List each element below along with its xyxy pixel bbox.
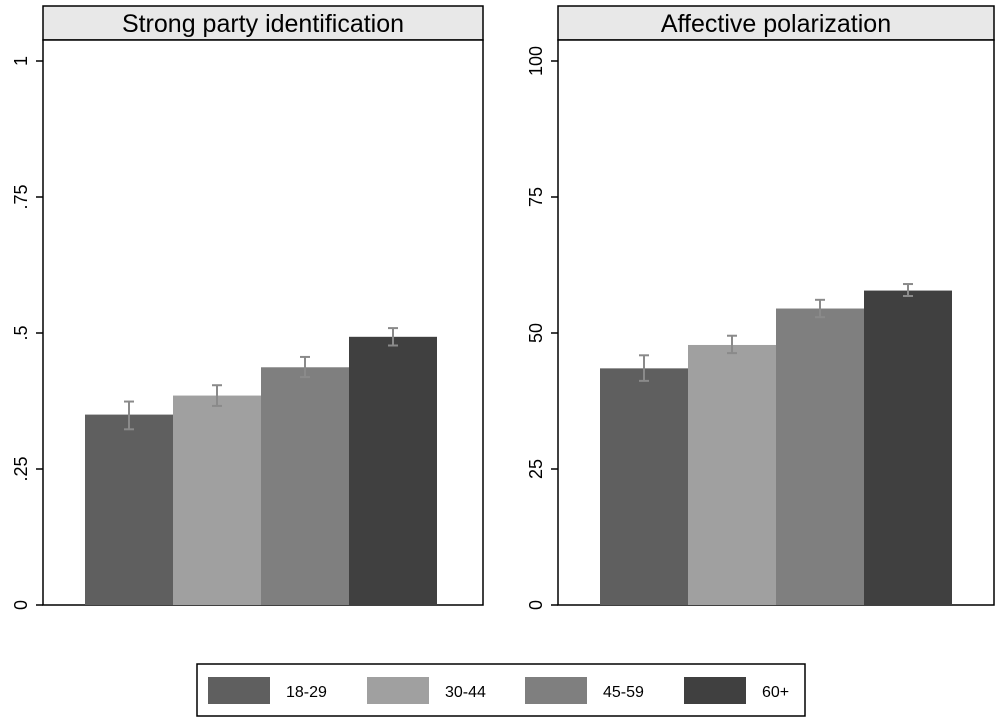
y-tick-label-left-3: .75 [11,184,31,209]
bars-right [600,283,952,605]
panel-affective-polarization: Affective polarization 0 25 50 75 100 [526,5,995,610]
y-tick-label-right-3: 75 [526,187,546,207]
legend-label-60+: 60+ [762,684,789,701]
y-axis-right: 0 25 50 75 100 [526,46,558,610]
panel-title-right: Affective polarization [661,10,891,38]
bar-right-45-59 [776,308,864,605]
y-tick-label-right-1: 25 [526,459,546,479]
panel-header-left [42,5,484,41]
bar-left-60+ [349,336,437,605]
y-tick-label-left-4: 1 [11,56,31,66]
bar-left-45-59 [261,367,349,605]
legend-swatch-45-59 [525,677,587,704]
y-tick-label-right-2: 50 [526,323,546,343]
legend-swatch-60+ [684,677,746,704]
panel-title-left: Strong party identification [122,10,404,38]
legend-swatch-30-44 [367,677,429,704]
bar-left-30-44 [173,395,261,605]
bar-left-18-29 [85,414,173,605]
bar-right-60+ [864,290,952,605]
y-tick-label-left-2: .5 [11,325,31,340]
legend-label-30-44: 30-44 [445,684,486,701]
legend-items: 18-29 30-44 45-59 60+ [208,677,789,704]
legend-label-18-29: 18-29 [286,684,327,701]
y-tick-label-left-1: .25 [11,456,31,481]
legend-swatch-18-29 [208,677,270,704]
legend-label-45-59: 45-59 [603,684,644,701]
y-tick-label-right-4: 100 [526,46,546,76]
bar-right-18-29 [600,368,688,605]
bars-left [85,327,437,605]
bar-right-30-44 [688,344,776,605]
y-tick-label-right-0: 0 [526,600,546,610]
y-axis-left: 0 .25 .5 .75 1 [11,56,43,610]
legend: 18-29 30-44 45-59 60+ [196,663,806,717]
y-tick-label-left-0: 0 [11,600,31,610]
panel-strong-party-identification: Strong party identification 0 .25 .5 .75 1 [11,5,484,610]
